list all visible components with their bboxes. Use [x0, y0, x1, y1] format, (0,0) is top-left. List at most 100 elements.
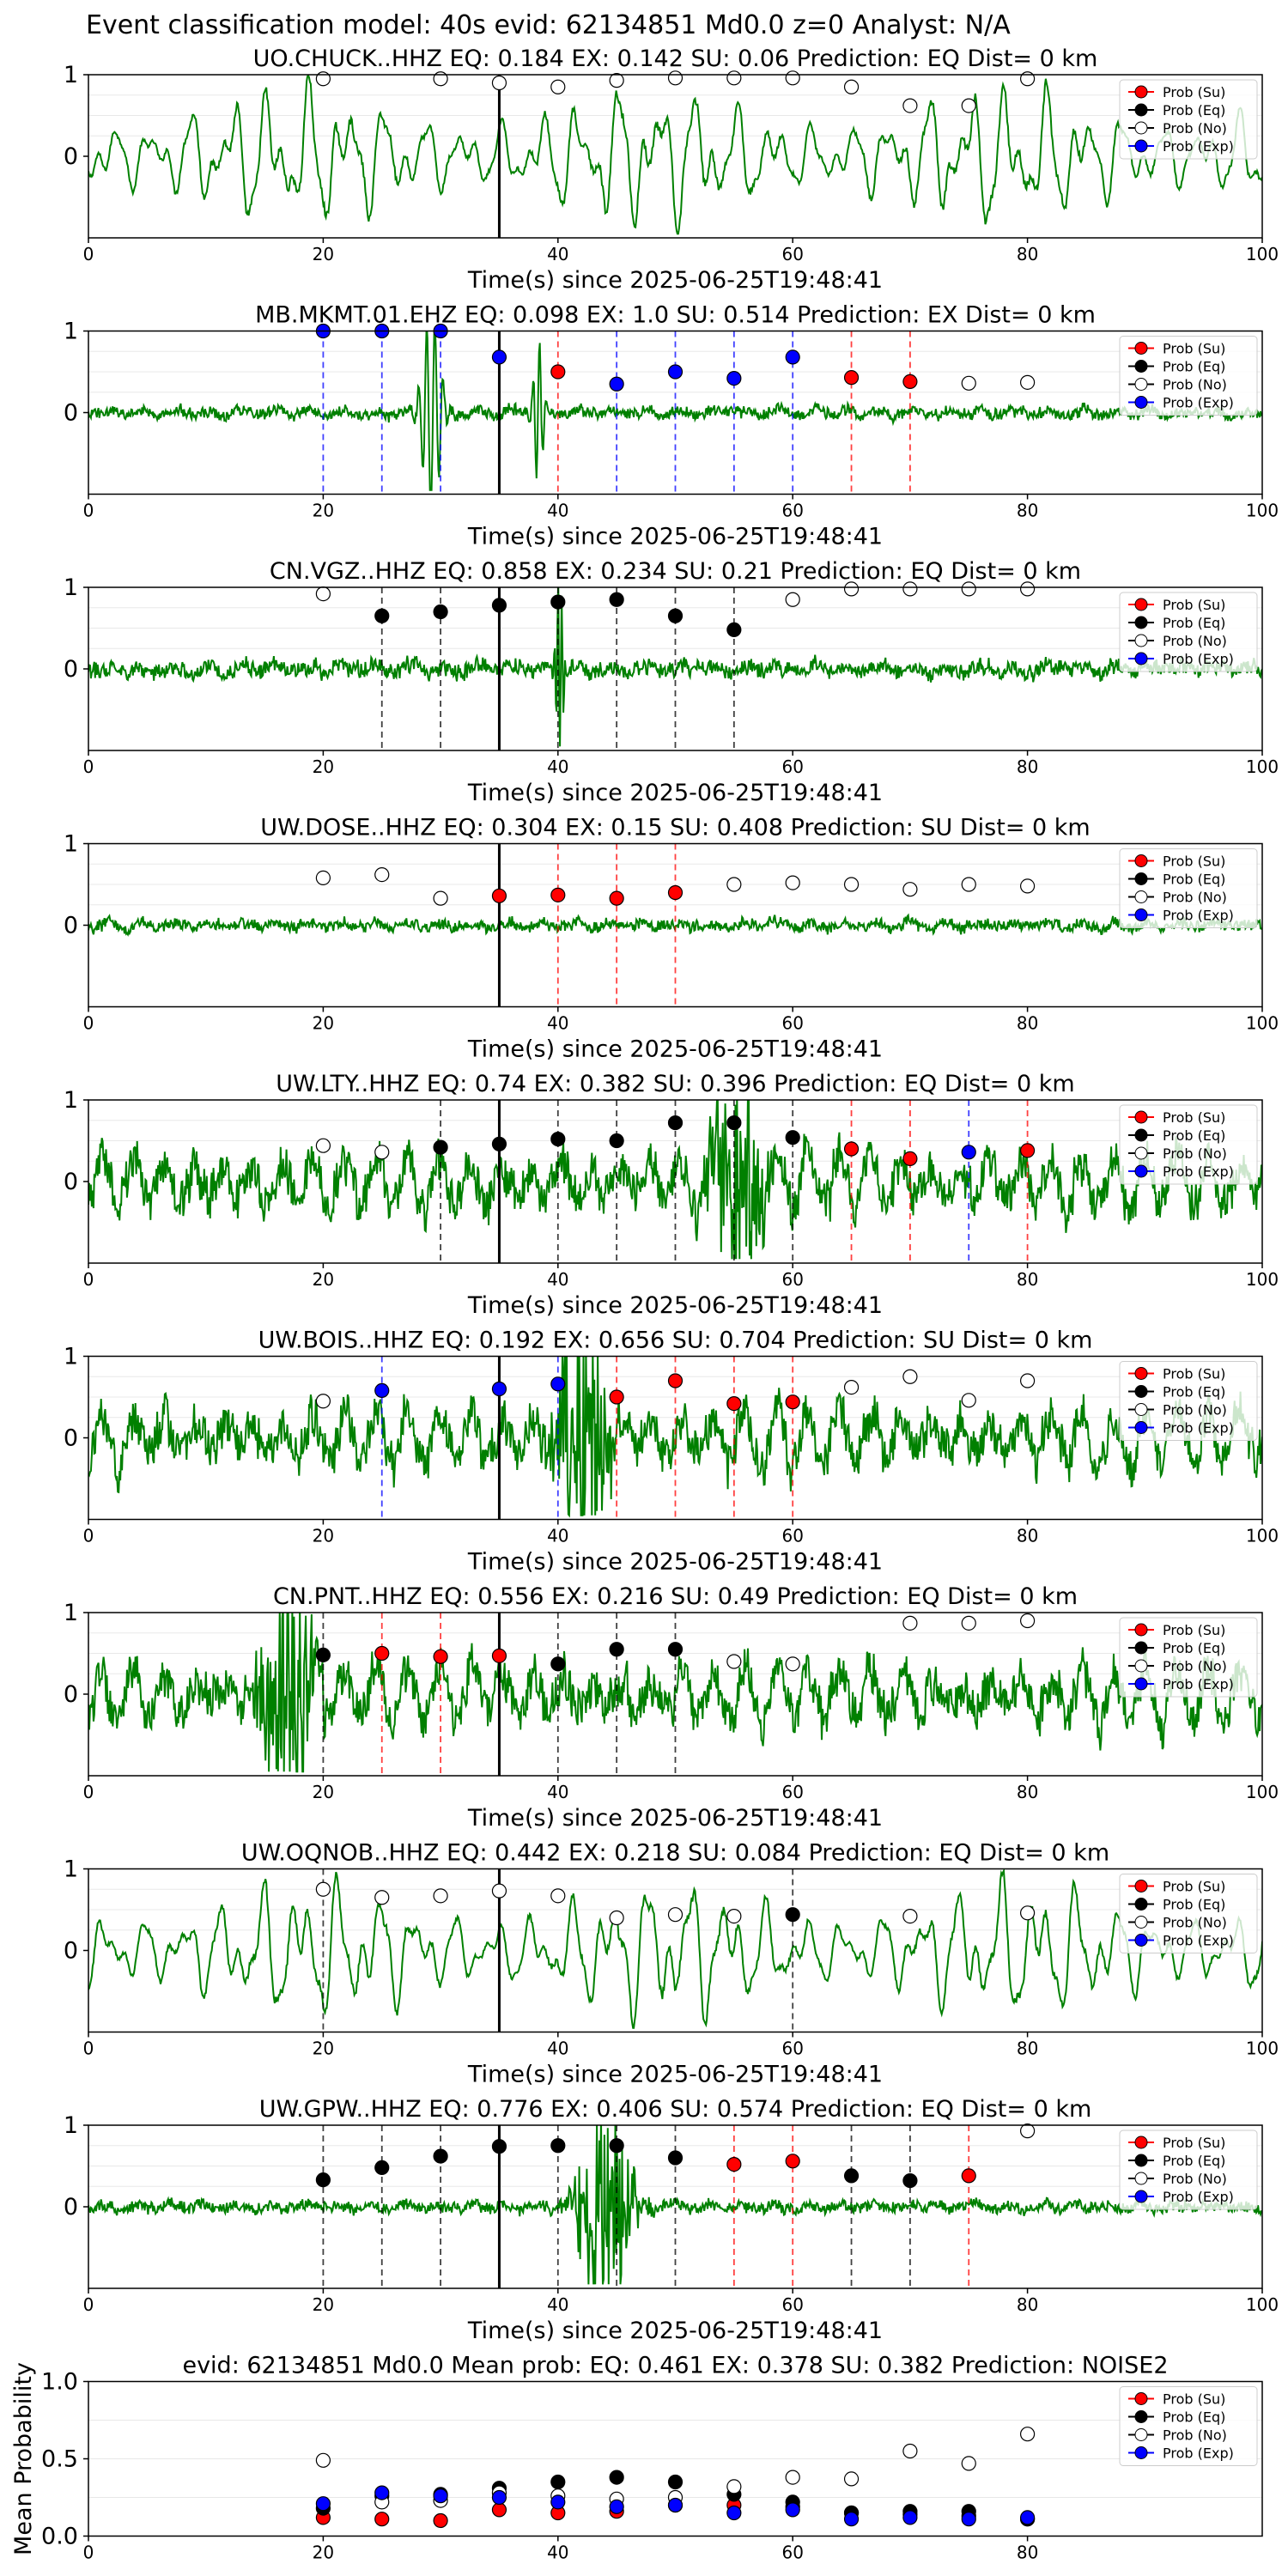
- prob-point-eq: [667, 1642, 683, 1657]
- mean-point-exp: [1019, 2510, 1036, 2525]
- prob-point-eq: [315, 2172, 331, 2188]
- mean-point-exp: [374, 2485, 390, 2500]
- x-tick-label: 20: [313, 2543, 334, 2563]
- prob-point-eq: [785, 1130, 800, 1145]
- x-tick-label: 100: [1246, 1269, 1279, 1290]
- prob-point-eq: [491, 2139, 507, 2154]
- prob-point-su: [491, 1648, 507, 1663]
- x-tick-label: 40: [547, 1526, 568, 1546]
- prob-point-su: [843, 1141, 860, 1157]
- prob-point-no: [902, 1615, 918, 1631]
- legend-marker-no: [1134, 121, 1148, 135]
- legend-marker-exp: [1134, 908, 1148, 921]
- x-tick-label: 100: [1246, 1526, 1279, 1546]
- legend-label-su: Prob (Su): [1163, 597, 1225, 613]
- x-tick-label: 80: [1017, 1269, 1038, 1290]
- prob-point-exp: [491, 349, 507, 365]
- panel-title: MB.MKMT.01.EHZ EQ: 0.098 EX: 1.0 SU: 0.5…: [255, 302, 1096, 329]
- prob-point-no: [843, 877, 860, 892]
- prob-point-no: [315, 1394, 331, 1409]
- prob-point-no: [315, 71, 331, 87]
- x-tick-label: 0: [83, 2294, 94, 2315]
- prob-point-no: [550, 1888, 566, 1904]
- y-tick-label: 0.0: [41, 2524, 78, 2550]
- x-tick-label: 40: [547, 1013, 568, 1034]
- prob-point-eq: [550, 1656, 566, 1672]
- x-tick-label: 60: [781, 2294, 803, 2315]
- legend: Prob (Su) Prob (Eq) Prob (No) Prob (Exp): [1119, 592, 1258, 672]
- panel-title: UW.BOIS..HHZ EQ: 0.192 EX: 0.656 SU: 0.7…: [258, 1327, 1093, 1354]
- prob-point-no: [315, 1138, 331, 1153]
- legend-marker-eq: [1134, 103, 1148, 117]
- panel-title: UW.DOSE..HHZ EQ: 0.304 EX: 0.15 SU: 0.40…: [260, 815, 1090, 841]
- x-tick-label: 40: [547, 1782, 568, 1802]
- x-tick-label: 20: [313, 2038, 334, 2059]
- legend-box: [1119, 79, 1258, 160]
- legend-label-eq: Prob (Eq): [1163, 872, 1225, 888]
- prob-point-no: [961, 1393, 976, 1408]
- x-tick-label: 80: [1017, 2543, 1038, 2563]
- x-axis-label: Time(s) since 2025-06-25T19:48:41: [467, 780, 883, 806]
- x-tick-label: 20: [313, 1782, 334, 1802]
- x-tick-label: 80: [1017, 1013, 1038, 1034]
- legend-marker-no: [1134, 890, 1148, 903]
- y-tick-label: 1: [64, 2112, 78, 2139]
- prob-point-no: [1019, 581, 1036, 597]
- legend-label-eq: Prob (Eq): [1163, 1127, 1225, 1144]
- prob-point-no: [961, 98, 976, 113]
- legend-box: [1119, 2129, 1258, 2210]
- legend-marker-eq: [1134, 360, 1148, 373]
- panel-4: UW.DOSE..HHZ EQ: 0.304 EX: 0.15 SU: 0.40…: [64, 815, 1279, 1063]
- prob-point-no: [315, 1881, 331, 1897]
- panel-title: evid: 62134851 Md0.0 Mean prob: EQ: 0.46…: [182, 2353, 1168, 2379]
- mean-point-no: [785, 2470, 800, 2485]
- x-axis-label: Time(s) since 2025-06-25T19:48:41: [467, 2062, 883, 2088]
- y-axis-label: Mean Probability: [10, 2362, 37, 2555]
- legend-marker-no: [1134, 634, 1148, 647]
- prob-point-eq: [433, 604, 448, 620]
- legend-label-eq: Prob (Eq): [1163, 359, 1225, 375]
- prob-point-no: [667, 1907, 683, 1923]
- mean-point-exp: [843, 2512, 860, 2527]
- legend-label-no: Prob (No): [1163, 633, 1227, 649]
- mean-point-eq: [667, 2474, 683, 2490]
- legend-marker-exp: [1134, 652, 1148, 665]
- legend-marker-eq: [1134, 2154, 1148, 2167]
- x-tick-label: 0: [83, 1782, 94, 1802]
- panel-title: UW.GPW..HHZ EQ: 0.776 EX: 0.406 SU: 0.57…: [259, 2096, 1092, 2123]
- prob-point-no: [609, 73, 624, 88]
- legend-marker-exp: [1134, 396, 1148, 409]
- prob-point-eq: [609, 1642, 624, 1657]
- x-tick-label: 80: [1017, 1526, 1038, 1546]
- y-tick-label: 0.5: [41, 2446, 78, 2473]
- x-tick-label: 80: [1017, 2294, 1038, 2315]
- legend-label-eq: Prob (Eq): [1163, 102, 1225, 118]
- x-tick-label: 100: [1246, 1013, 1279, 1034]
- prob-point-no: [667, 70, 683, 86]
- prob-point-exp: [374, 1382, 390, 1399]
- x-tick-label: 40: [547, 2294, 568, 2315]
- legend-marker-no: [1134, 1146, 1148, 1160]
- figure-title: Event classification model: 40s evid: 62…: [86, 10, 1011, 40]
- y-tick-label: 0: [64, 400, 78, 427]
- legend-marker-su: [1134, 2136, 1148, 2149]
- legend-label-exp: Prob (Exp): [1163, 1420, 1234, 1437]
- x-tick-label: 20: [313, 501, 334, 521]
- prob-point-no: [1019, 71, 1036, 87]
- legend-marker-eq: [1134, 1128, 1148, 1142]
- mean-point-su: [491, 2502, 507, 2518]
- x-tick-label: 20: [313, 2294, 334, 2315]
- y-tick-label: 1: [64, 1856, 78, 1883]
- prob-point-eq: [667, 2150, 683, 2166]
- prob-point-no: [902, 882, 918, 897]
- x-tick-label: 0: [83, 1269, 94, 1290]
- legend-label-no: Prob (No): [1163, 2427, 1227, 2444]
- legend-label-no: Prob (No): [1163, 1145, 1227, 1162]
- mean-point-exp: [726, 2505, 742, 2521]
- prob-point-exp: [961, 1145, 976, 1160]
- prob-point-no: [1019, 1905, 1036, 1921]
- legend-marker-eq: [1134, 2410, 1148, 2423]
- legend-label-exp: Prob (Exp): [1163, 651, 1234, 667]
- waveform-trace: [88, 1868, 1262, 2029]
